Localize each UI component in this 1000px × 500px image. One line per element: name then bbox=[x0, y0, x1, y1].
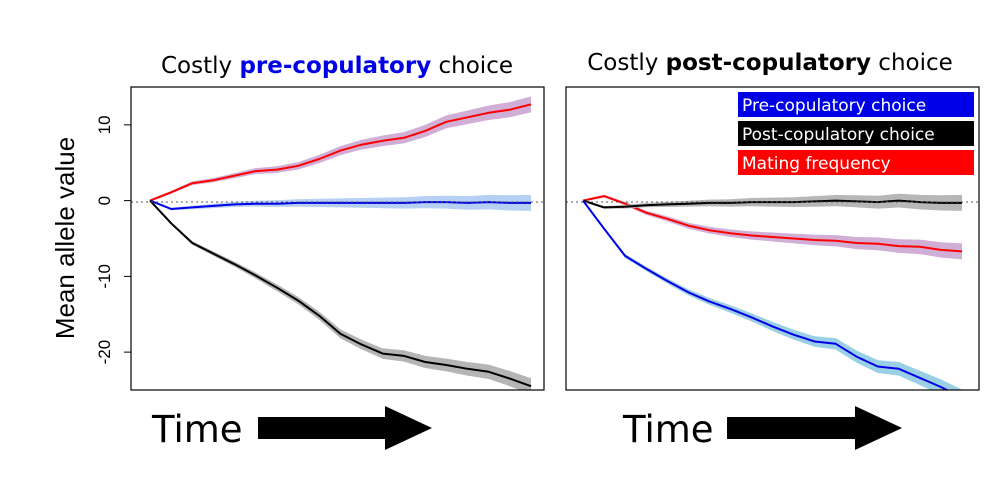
panel-title-pre-copulatory: Costly pre-copulatory choice bbox=[161, 53, 513, 79]
title-part: choice bbox=[431, 53, 513, 79]
series-line-red-1 bbox=[582, 195, 963, 253]
series-line-red-0 bbox=[149, 103, 532, 202]
legend-label-post-copulatory: Post-copulatory choice bbox=[742, 125, 935, 145]
y-axis-label: Mean allele value bbox=[50, 137, 80, 339]
title-part: Costly bbox=[587, 50, 665, 76]
time-label-left: Time bbox=[151, 408, 243, 451]
series-line-blue-1 bbox=[582, 199, 950, 390]
series-line-blue-0 bbox=[149, 199, 531, 210]
title-part: choice bbox=[871, 50, 953, 76]
y-tick-label--20: -20 bbox=[95, 340, 114, 365]
legend: Pre-copulatory choice Post-copulatory ch… bbox=[738, 92, 974, 175]
series-group-right bbox=[582, 193, 963, 390]
time-arrow-left-icon bbox=[258, 406, 432, 450]
series-line-black-0 bbox=[149, 199, 532, 388]
plot-frame-right bbox=[565, 86, 980, 391]
y-tick-label-10: 10 bbox=[95, 115, 114, 134]
y-axis-ticks: 10 0 -10 -20 bbox=[95, 115, 131, 364]
legend-label-pre-copulatory: Pre-copulatory choice bbox=[742, 96, 926, 116]
plot-frame-left bbox=[130, 86, 545, 391]
panel-pre-copulatory: Costly pre-copulatory choice Mean allele… bbox=[50, 53, 545, 391]
panel-post-copulatory: Costly post-copulatory choice Pre-copula… bbox=[565, 50, 980, 391]
legend-swatch-pre-copulatory bbox=[738, 92, 974, 117]
series-group-left bbox=[149, 96, 532, 390]
band-blue-1 bbox=[583, 199, 962, 390]
legend-label-mating-frequency: Mating frequency bbox=[742, 154, 891, 174]
legend-swatch-post-copulatory bbox=[738, 121, 974, 146]
title-part: pre-copulatory bbox=[239, 53, 431, 79]
y-tick-label--10: -10 bbox=[95, 264, 114, 289]
panel-title-post-copulatory: Costly post-copulatory choice bbox=[587, 50, 953, 76]
time-label-right: Time bbox=[622, 408, 714, 451]
title-part: post-copulatory bbox=[666, 50, 871, 76]
band-red-0 bbox=[150, 96, 531, 202]
legend-swatch-mating-frequency bbox=[738, 150, 974, 175]
time-arrow-right-icon bbox=[727, 406, 902, 450]
y-tick-label-0: 0 bbox=[95, 196, 114, 205]
title-part: Costly bbox=[161, 53, 239, 79]
band-black-0 bbox=[150, 199, 531, 390]
